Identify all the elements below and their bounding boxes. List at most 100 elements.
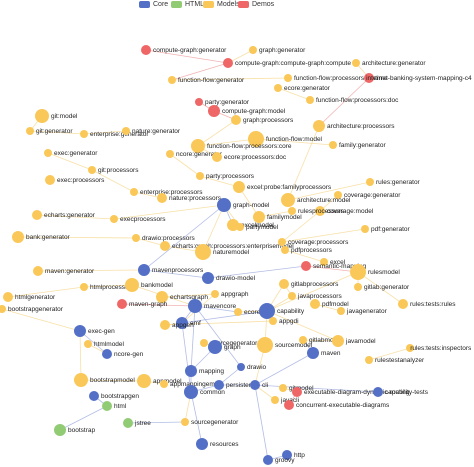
node-dot-excel-probe-family[interactable] — [233, 181, 245, 193]
node-dot-nature-processors[interactable] — [157, 193, 167, 203]
node-dot-exec-gen[interactable] — [74, 325, 86, 337]
node-git-generator[interactable]: git:generator — [26, 127, 73, 135]
node-echarts-graph[interactable]: echartsgraph — [156, 291, 208, 303]
node-app-gdi[interactable]: appgdi — [269, 317, 299, 325]
node-rules-test-analyzer[interactable]: rulestestanalyzer — [365, 356, 425, 364]
node-dot-echarts-generator[interactable] — [32, 210, 42, 220]
node-dot-concurrent-diagrams[interactable] — [284, 400, 294, 410]
node-dot-git-generator[interactable] — [26, 127, 34, 135]
node-dot-internet-banking[interactable] — [364, 73, 374, 83]
node-rules-tests-inspectors[interactable]: rules:tests:inspectors — [406, 344, 472, 352]
node-dot-common[interactable] — [184, 385, 198, 399]
node-rules-model[interactable]: rulesmodel — [350, 264, 400, 280]
node-dot-git-model[interactable] — [35, 109, 49, 123]
node-dot-excel-model[interactable] — [227, 219, 239, 231]
node-dot-compute-graph-generator[interactable] — [141, 45, 151, 55]
node-dot-persistence[interactable] — [214, 380, 224, 390]
node-maven-core[interactable]: mavencore — [188, 299, 237, 313]
node-dot-pdf-processors[interactable] — [281, 246, 289, 254]
node-rules-generator[interactable]: rules:generator — [366, 178, 421, 186]
node-dot-party-processors[interactable] — [196, 172, 204, 180]
node-architecture-processors[interactable]: architecture:processors — [313, 120, 395, 132]
node-jstree[interactable]: jstree — [123, 418, 151, 428]
node-compute-graph-compute[interactable]: compute-graph:compute-graph:compute — [223, 58, 351, 68]
node-dot-coverage-processors[interactable] — [278, 238, 286, 246]
node-html-processors[interactable]: htmlprocessors — [80, 283, 135, 291]
node-git-model[interactable]: git:model — [35, 109, 78, 123]
node-excel-probe-family[interactable]: excel:probe:familyprocessors — [233, 181, 332, 193]
node-excel[interactable]: excel — [320, 258, 346, 266]
node-dot-git-model-2[interactable] — [279, 384, 287, 392]
node-bootstrap[interactable]: bootstrap — [54, 424, 95, 436]
node-dot-html[interactable] — [102, 401, 112, 411]
node-capability[interactable]: capability — [259, 303, 305, 319]
node-source-model[interactable]: sourcemodel — [257, 337, 313, 353]
node-dot-graph-processors[interactable] — [231, 115, 241, 125]
node-compute-graph-generator[interactable]: compute-graph:generator — [141, 45, 227, 55]
node-dot-capability-tests[interactable] — [373, 387, 383, 397]
node-maven[interactable]: maven — [307, 347, 341, 359]
node-maven-generator[interactable]: maven:generator — [33, 266, 95, 276]
node-exec-diagram[interactable]: executable-diagram-dynamic-routing — [292, 387, 410, 397]
node-pdf-model[interactable]: pdfmodel — [310, 299, 349, 309]
node-dot-groovy[interactable] — [263, 455, 273, 465]
node-dot-maven-generator[interactable] — [33, 266, 43, 276]
node-dot-echarts-graph[interactable] — [156, 291, 168, 303]
node-bootstrap-gen[interactable]: bootstrapgen — [89, 391, 139, 401]
node-compute-graph-model[interactable]: compute-graph:model — [208, 105, 286, 117]
node-drawio-processors[interactable]: drawio:processors — [132, 234, 195, 242]
node-dot-compute-graph-model[interactable] — [208, 105, 220, 117]
node-dot-app-gdi[interactable] — [269, 317, 277, 325]
node-dot-function-flow-processors-runtime[interactable] — [284, 74, 292, 82]
node-dot-rules-test-analyzer[interactable] — [365, 356, 373, 364]
node-dot-nature-model[interactable] — [195, 244, 211, 260]
node-dot-mapping[interactable] — [185, 365, 197, 377]
node-dot-compute-graph-compute[interactable] — [223, 58, 233, 68]
node-dot-app-model[interactable] — [137, 374, 151, 388]
node-maven-processors[interactable]: mavenprocessors — [138, 264, 204, 276]
node-dot-pdf-generator[interactable] — [361, 225, 369, 233]
node-coverage-processors[interactable]: coverage:processors — [278, 238, 349, 246]
legend-item-demos[interactable]: Demos — [238, 1, 274, 8]
node-html[interactable]: html — [102, 401, 127, 411]
node-source-generator-2[interactable]: sourcegenerator — [181, 418, 239, 426]
node-dot-java-generator[interactable] — [337, 307, 345, 315]
node-dot-ecore-processors-doc[interactable] — [212, 152, 222, 162]
node-dot-rules-processors[interactable] — [288, 207, 296, 215]
node-app-gen[interactable]: appgen — [160, 320, 194, 330]
node-echarts-graph-processors[interactable]: echarts:graph:processors:enterprisemodel — [160, 241, 294, 251]
node-party-generator[interactable]: party:generator — [195, 98, 250, 106]
node-dot-app-mapping[interactable] — [160, 380, 168, 388]
node-dot-exec-processors[interactable] — [45, 175, 55, 185]
node-dot-html-processors[interactable] — [80, 283, 88, 291]
node-git-model-2[interactable]: gitmodel — [279, 384, 314, 392]
node-semantic-mapping[interactable]: semantic-mapping — [301, 261, 366, 271]
node-dot-architecture-processors[interactable] — [313, 120, 325, 132]
node-dot-source-generator[interactable] — [200, 339, 208, 347]
node-drawio-model[interactable]: drawio-model — [202, 272, 256, 284]
node-dot-bootstrap-model[interactable] — [74, 373, 88, 387]
node-party-model[interactable]: partymodel — [236, 223, 279, 231]
node-dot-graph-model[interactable] — [217, 198, 231, 212]
node-dot-exec-processors-2[interactable] — [110, 215, 118, 223]
node-enterprise-generator[interactable]: enterprise:generator — [80, 130, 149, 138]
node-dot-java-cli[interactable] — [271, 396, 279, 404]
node-exec-generator[interactable]: exec:generator — [44, 149, 98, 157]
node-ecore-processors-doc[interactable]: ecore:processors:doc — [212, 152, 287, 162]
node-dot-java-model[interactable] — [332, 335, 344, 347]
node-dot-function-flow-model[interactable] — [248, 131, 264, 147]
node-bank-generator[interactable]: bank:generator — [12, 231, 71, 243]
node-gitlab-processors[interactable]: gitlabprocessors — [279, 279, 339, 289]
node-app-graph[interactable]: appgraph — [211, 290, 249, 298]
node-function-flow-processors-runtime[interactable]: function-flow:processors:runtime — [284, 74, 388, 82]
node-dot-drawio[interactable] — [237, 363, 245, 371]
node-dot-ncore-generator[interactable] — [166, 150, 174, 158]
node-cli[interactable]: cli — [250, 380, 268, 390]
node-source-generator[interactable]: sourcegenerator — [200, 339, 258, 347]
node-common[interactable]: common — [184, 385, 225, 399]
node-enterprise-processors[interactable]: enterprise:processors — [130, 188, 203, 196]
node-dot-source-model[interactable] — [257, 337, 273, 353]
node-dot-ecore-doc[interactable] — [234, 308, 242, 316]
node-dot-rules-model[interactable] — [350, 264, 366, 280]
node-bootstrap-model[interactable]: bootstrapmodel — [74, 373, 135, 387]
